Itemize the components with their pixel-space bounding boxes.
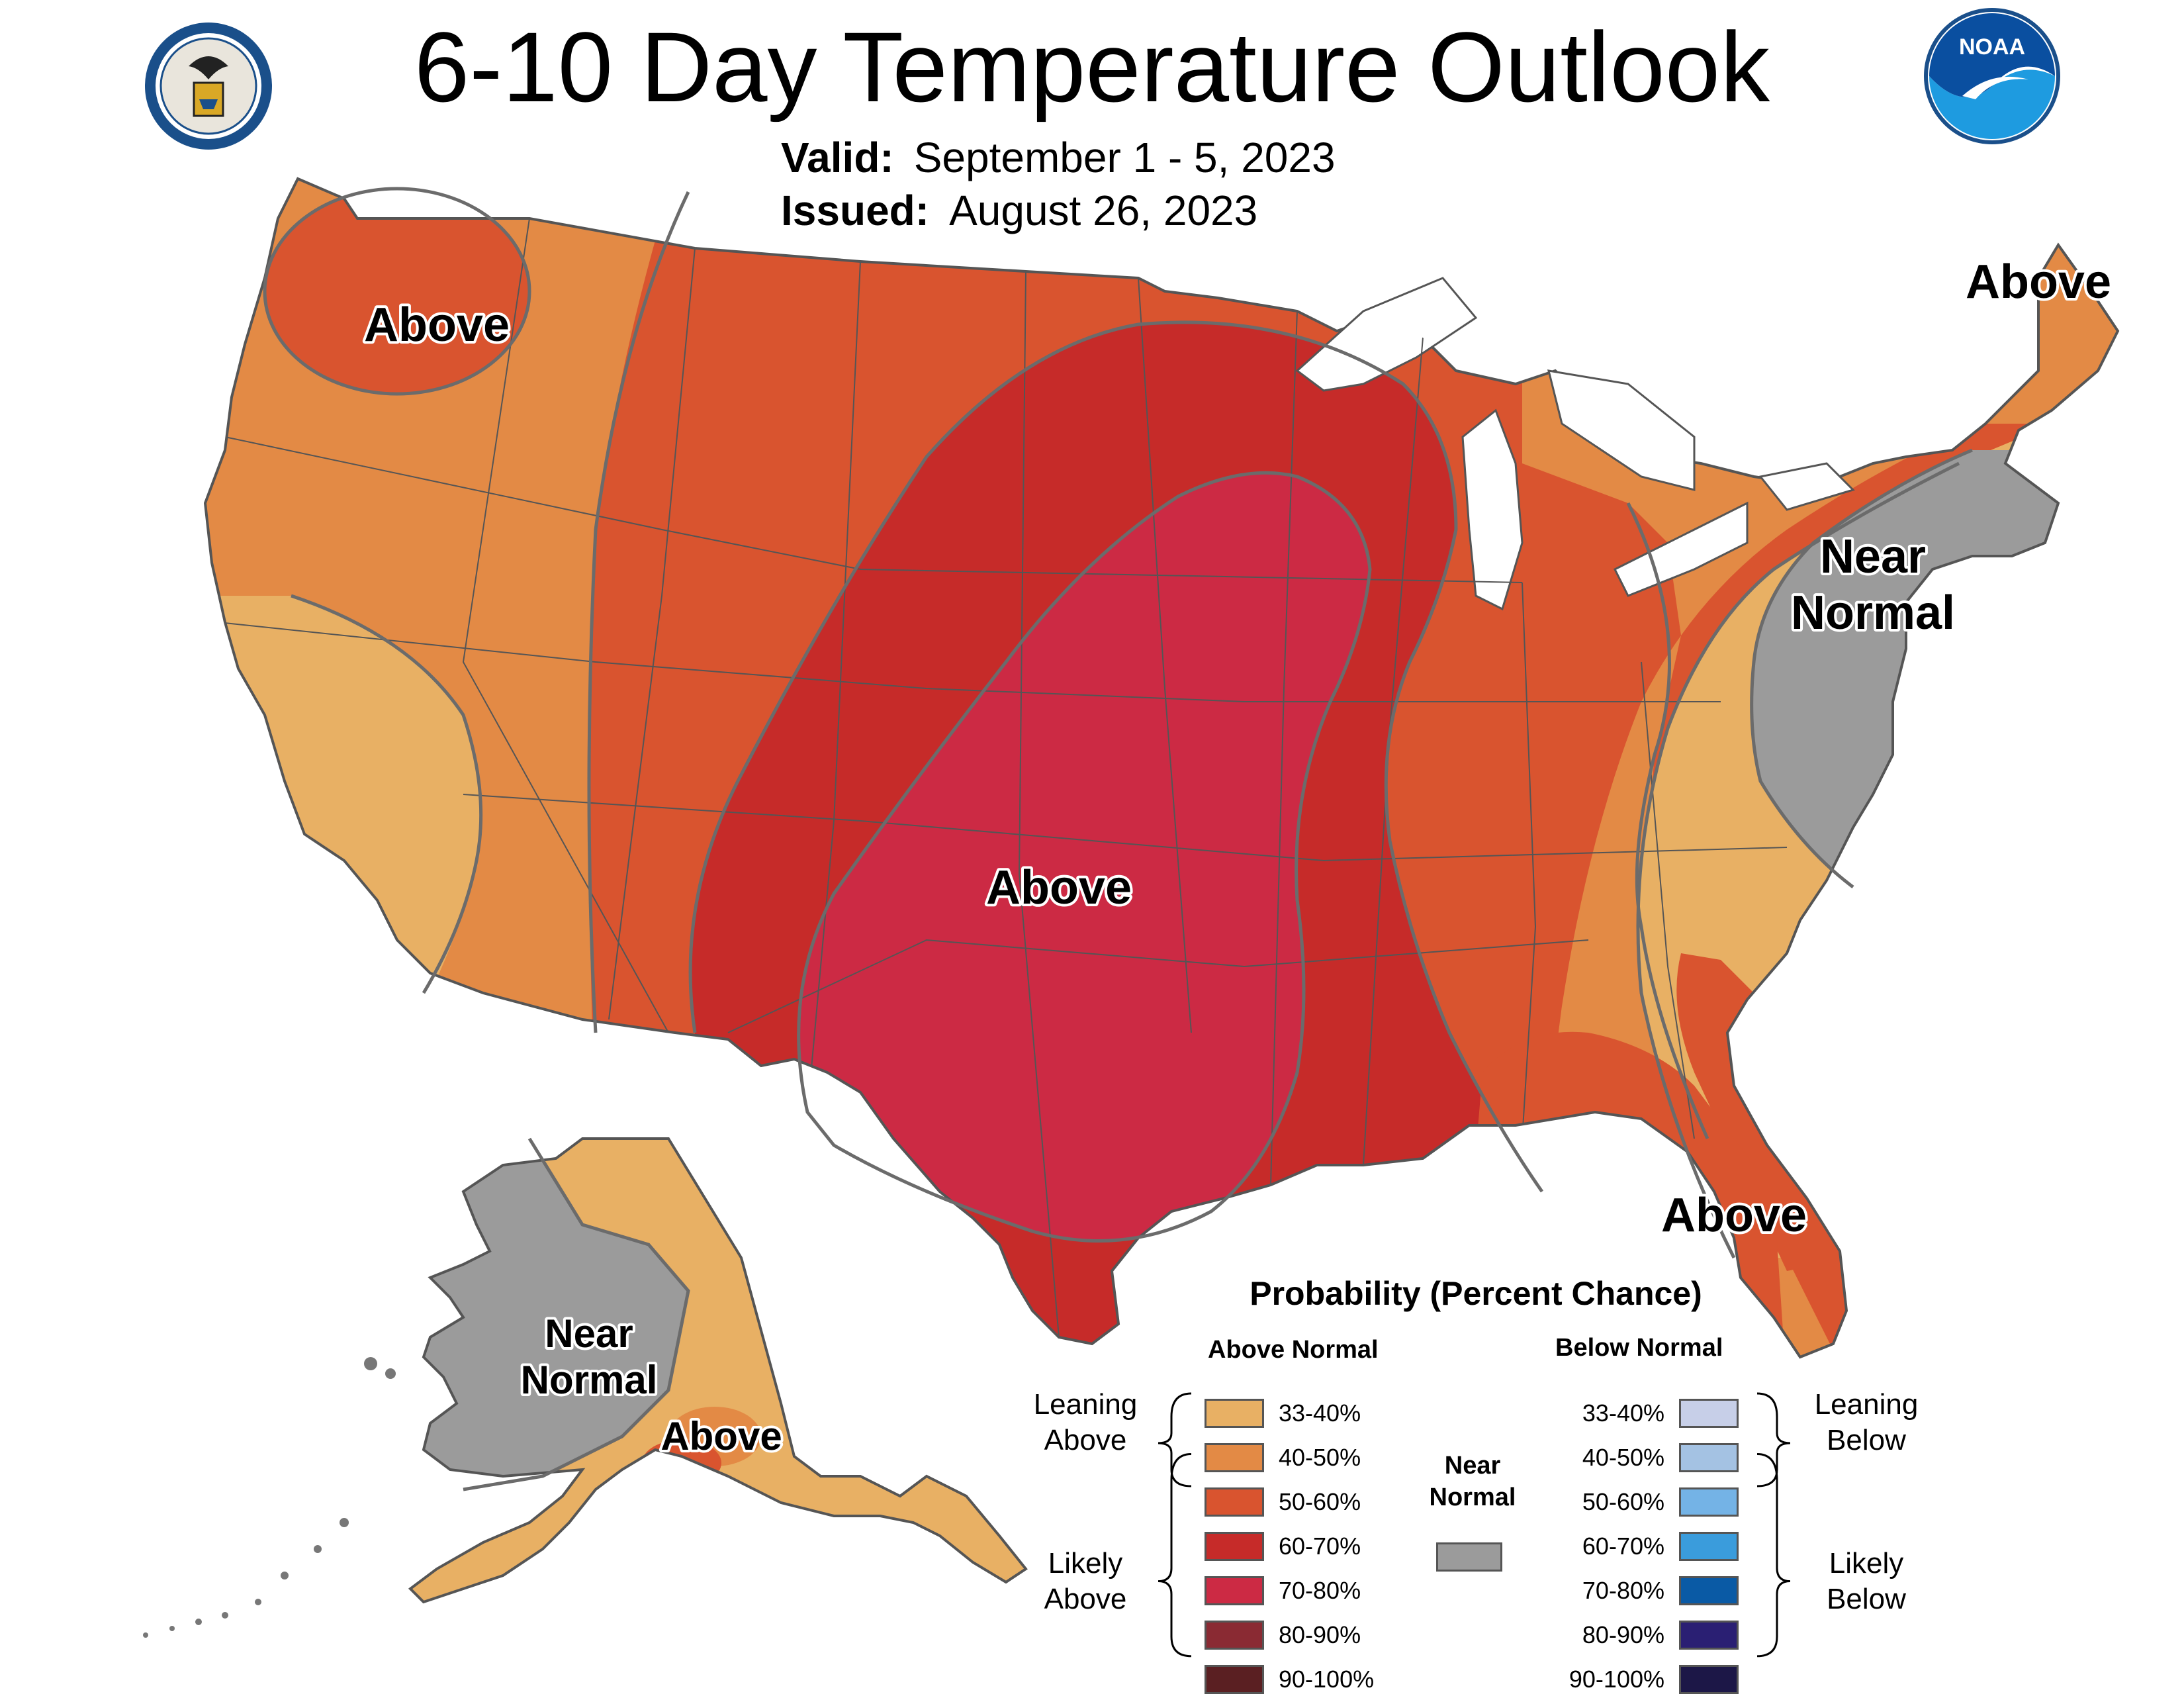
below-legend-row: 90-100%	[1549, 1663, 1739, 1696]
issued-label: Issued:	[781, 187, 930, 234]
brace-likely-below	[1756, 1452, 1791, 1658]
leaning-above-line1: Leaning	[1033, 1388, 1138, 1421]
legend-below-heading: Below Normal	[1555, 1334, 1723, 1362]
above-legend-row: 40-50%	[1205, 1441, 1361, 1474]
likely-below-line2: Below	[1827, 1583, 1906, 1615]
near-normal-line2: Normal	[1429, 1484, 1516, 1511]
leaning-below-line1: Leaning	[1814, 1388, 1919, 1421]
above-range-label: 80-90%	[1279, 1621, 1361, 1648]
below-legend-row: 50-60%	[1549, 1485, 1739, 1519]
above-swatch	[1205, 1399, 1264, 1428]
below-legend-row: 60-70%	[1549, 1530, 1739, 1563]
label-northeast-line1: Near	[1820, 530, 1926, 583]
issued-line: Issued: August 26, 2023	[781, 185, 1257, 236]
below-swatch	[1679, 1487, 1739, 1517]
below-swatch	[1679, 1443, 1739, 1472]
below-swatch	[1679, 1621, 1739, 1650]
above-range-label: 70-80%	[1279, 1577, 1361, 1604]
valid-line: Valid: September 1 - 5, 2023	[781, 132, 1336, 183]
brace-leaning-above	[1158, 1392, 1192, 1487]
above-swatch	[1205, 1576, 1264, 1605]
issued-value: August 26, 2023	[949, 187, 1258, 234]
below-legend-row: 40-50%	[1549, 1441, 1739, 1474]
near-normal-line1: Near	[1444, 1452, 1501, 1480]
label-florida: Above	[1661, 1189, 1807, 1242]
brace-leaning-below	[1756, 1392, 1791, 1487]
noaa-logo-icon: NOAA	[1924, 8, 2060, 144]
below-range-label: 33-40%	[1582, 1399, 1664, 1427]
below-legend-row: 80-90%	[1549, 1619, 1739, 1652]
below-range-label: 50-60%	[1582, 1488, 1664, 1515]
below-swatch	[1679, 1576, 1739, 1605]
above-swatch	[1205, 1443, 1264, 1472]
above-range-label: 33-40%	[1279, 1399, 1361, 1427]
leaning-below-label: Leaning Below	[1790, 1387, 1942, 1458]
above-legend-row: 70-80%	[1205, 1574, 1361, 1607]
above-swatch	[1205, 1665, 1264, 1694]
legend-above-heading: Above Normal	[1208, 1336, 1379, 1364]
above-legend-row: 50-60%	[1205, 1485, 1361, 1519]
label-pacific-nw: Above	[364, 299, 510, 352]
label-central: Above	[986, 861, 1132, 914]
valid-value: September 1 - 5, 2023	[913, 134, 1336, 181]
below-legend-row: 70-80%	[1549, 1574, 1739, 1607]
below-range-label: 80-90%	[1582, 1621, 1664, 1648]
likely-above-label: Likely Above	[1009, 1546, 1161, 1617]
below-swatch	[1679, 1399, 1739, 1428]
above-swatch	[1205, 1532, 1264, 1561]
leaning-below-line2: Below	[1827, 1424, 1906, 1456]
page-title: 6-10 Day Temperature Outlook	[414, 11, 1770, 122]
likely-above-line2: Above	[1044, 1583, 1127, 1615]
below-range-label: 90-100%	[1569, 1666, 1664, 1693]
label-northeast-line2: Normal	[1791, 587, 1955, 639]
brace-likely-above	[1158, 1452, 1192, 1658]
below-range-label: 60-70%	[1582, 1532, 1664, 1560]
valid-label: Valid:	[781, 134, 894, 181]
above-legend-row: 60-70%	[1205, 1530, 1361, 1563]
above-swatch	[1205, 1621, 1264, 1650]
leaning-above-line2: Above	[1044, 1424, 1127, 1456]
above-range-label: 60-70%	[1279, 1532, 1361, 1560]
label-new-england: Above	[1966, 256, 2111, 308]
below-swatch	[1679, 1532, 1739, 1561]
likely-below-label: Likely Below	[1790, 1546, 1942, 1617]
below-range-label: 70-80%	[1582, 1577, 1664, 1604]
commerce-seal-icon	[145, 23, 272, 150]
label-alaska-south: Above	[660, 1414, 782, 1458]
legend-title: Probability (Percent Chance)	[1250, 1275, 1702, 1312]
above-range-label: 90-100%	[1279, 1666, 1375, 1693]
label-alaska-west-line2: Normal	[521, 1358, 658, 1402]
above-range-label: 40-50%	[1279, 1444, 1361, 1471]
above-swatch	[1205, 1487, 1264, 1517]
leaning-above-label: Leaning Above	[1009, 1387, 1161, 1458]
label-alaska-west-line1: Near	[545, 1311, 633, 1356]
above-range-label: 50-60%	[1279, 1488, 1361, 1515]
likely-above-line1: Likely	[1048, 1547, 1123, 1579]
below-range-label: 40-50%	[1582, 1444, 1664, 1471]
above-legend-row: 33-40%	[1205, 1397, 1361, 1430]
noaa-logo-text: NOAA	[1959, 34, 2025, 60]
below-legend-row: 33-40%	[1549, 1397, 1739, 1430]
near-normal-label: Near Normal	[1413, 1450, 1532, 1513]
above-legend-row: 80-90%	[1205, 1619, 1361, 1652]
likely-below-line1: Likely	[1829, 1547, 1904, 1579]
above-legend-row: 90-100%	[1205, 1663, 1374, 1696]
below-swatch	[1679, 1665, 1739, 1694]
near-normal-swatch	[1436, 1542, 1502, 1572]
